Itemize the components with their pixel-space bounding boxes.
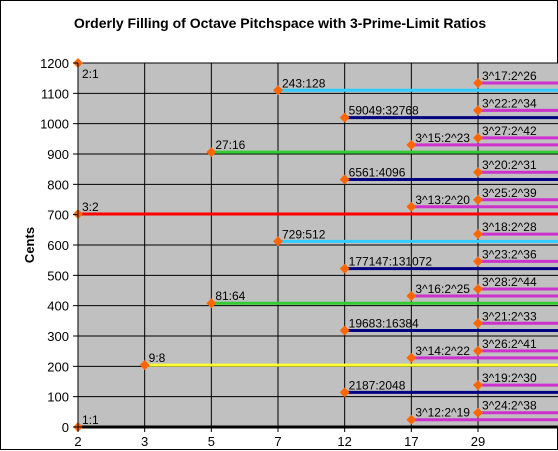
- x-axis-ticks: 2 3 5 7 12 17 29: [74, 63, 558, 449]
- data-marker: [473, 407, 483, 418]
- y-tick-label: 200: [47, 359, 69, 374]
- data-label: 3^28:2^44: [482, 275, 537, 289]
- data-marker: [473, 284, 483, 294]
- data-label: 3^17:2^26: [482, 69, 537, 83]
- x-tick-label: 7: [274, 434, 281, 449]
- chart-title: Orderly Filling of Octave Pitchspace wit…: [74, 15, 487, 31]
- data-marker: [406, 414, 417, 425]
- data-marker: [273, 236, 283, 247]
- y-axis-title: Cents: [22, 227, 37, 263]
- data-label: 3^16:2^25: [415, 282, 470, 296]
- data-label: 2:1: [82, 67, 99, 81]
- data-marker: [339, 325, 350, 336]
- data-label: 27:16: [215, 138, 245, 152]
- x-tick-label: 5: [208, 434, 215, 449]
- data-marker: [339, 263, 350, 274]
- data-label: 3^18:2^28: [482, 220, 537, 234]
- y-axis-ticks: 0 100 200 300 400 500 600 700 800 900 1000 1100 1200: [40, 56, 78, 435]
- data-marker: [206, 298, 217, 309]
- data-label: 6561:4096: [349, 165, 406, 179]
- data-label: 3^14:2^22: [415, 344, 470, 358]
- data-marker: [473, 318, 483, 329]
- data-markers: [73, 58, 483, 432]
- data-label: 729:512: [282, 227, 326, 241]
- y-tick-label: 1200: [40, 56, 69, 71]
- data-marker: [473, 380, 483, 391]
- data-label: 81:64: [215, 289, 245, 303]
- x-tick-label: 29: [471, 434, 485, 449]
- data-marker: [473, 229, 483, 240]
- data-label: 3^12:2^19: [415, 406, 470, 420]
- data-label: 3^15:2^23: [415, 131, 470, 145]
- y-tick-label: 600: [47, 238, 69, 253]
- data-label: 1:1: [82, 413, 99, 427]
- data-label: 2187:2048: [349, 378, 406, 392]
- data-marker: [339, 174, 350, 185]
- y-tick-label: 800: [47, 177, 69, 192]
- data-marker: [406, 352, 417, 363]
- data-label: 3^23:2^36: [482, 247, 537, 261]
- data-label: 3^25:2^39: [482, 186, 537, 200]
- y-tick-label: 100: [47, 390, 69, 405]
- data-label: 9:8: [149, 351, 166, 365]
- data-label: 3^27:2^42: [482, 124, 537, 138]
- data-marker: [406, 291, 417, 301]
- data-label: 19683:16384: [349, 317, 419, 331]
- data-label: 177147:131072: [349, 255, 433, 269]
- data-labels: 1:1 2:1 3:2 9:8 81:64 27:16 729:512 243:128 2187…: [82, 67, 537, 427]
- data-label: 243:128: [282, 76, 326, 90]
- y-tick-label: 0: [62, 420, 69, 435]
- data-marker: [473, 256, 483, 267]
- data-marker: [339, 387, 350, 398]
- x-tick-label: 12: [337, 434, 351, 449]
- data-label: 3^21:2^33: [482, 309, 537, 323]
- data-label: 3:2: [82, 200, 99, 214]
- y-tick-label: 900: [47, 147, 69, 162]
- data-label: 3^24:2^38: [482, 399, 537, 413]
- y-tick-label: 400: [47, 299, 69, 314]
- data-label: 3^13:2^20: [415, 193, 470, 207]
- data-marker: [406, 139, 417, 150]
- data-marker: [206, 147, 217, 158]
- data-marker: [406, 201, 417, 212]
- data-label: 3^22:2^34: [482, 96, 537, 110]
- y-tick-label: 300: [47, 329, 69, 344]
- y-tick-label: 700: [47, 208, 69, 223]
- y-tick-label: 500: [47, 268, 69, 283]
- data-marker: [473, 167, 483, 178]
- data-label: 3^19:2^30: [482, 371, 537, 385]
- data-marker: [139, 360, 150, 371]
- x-tick-label: 3: [141, 434, 148, 449]
- data-label: 3^26:2^41: [482, 337, 537, 351]
- x-tick-label: 2: [74, 434, 81, 449]
- y-tick-label: 1000: [40, 117, 69, 132]
- data-marker: [473, 194, 483, 205]
- x-tick-label: 17: [404, 434, 418, 449]
- data-marker: [473, 345, 483, 356]
- data-marker: [473, 132, 483, 143]
- data-label: 3^20:2^31: [482, 158, 537, 172]
- data-label: 59049:32768: [349, 104, 419, 118]
- y-tick-label: 1100: [41, 86, 69, 101]
